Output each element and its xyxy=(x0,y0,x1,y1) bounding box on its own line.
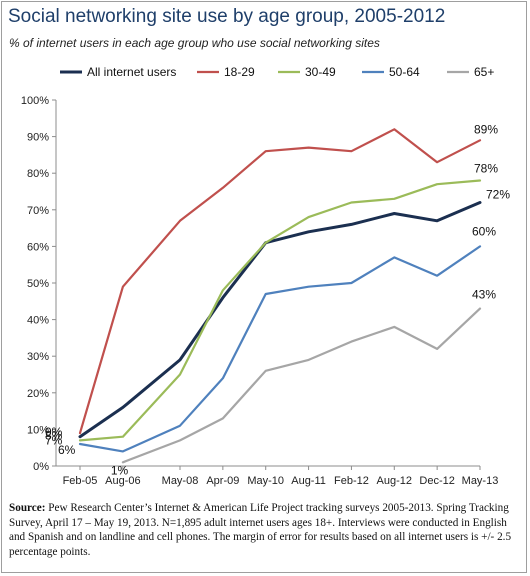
x-tick-label: Aug-12 xyxy=(377,475,412,487)
legend-label-4: 65+ xyxy=(474,65,494,79)
chart-subtitle: % of internet users in each age group wh… xyxy=(9,36,380,50)
x-tick-label: Feb-05 xyxy=(63,475,98,487)
data-label: 78% xyxy=(474,162,498,176)
data-label: 9% xyxy=(45,425,63,439)
source-note: Source: Pew Research Center’s Internet &… xyxy=(9,501,519,559)
y-tick-label: 60% xyxy=(27,241,49,253)
legend-label-2: 30-49 xyxy=(305,65,336,79)
x-tick-label: May-13 xyxy=(462,475,499,487)
y-tick-label: 50% xyxy=(27,278,49,290)
legend-label-0: All internet users xyxy=(87,65,176,79)
y-tick-label: 80% xyxy=(27,168,49,180)
legend-label-1: 18-29 xyxy=(224,65,255,79)
data-label: 43% xyxy=(472,288,496,302)
series-line-4 xyxy=(121,307,482,464)
data-label: 6% xyxy=(58,443,76,457)
data-label: 7% xyxy=(45,433,63,447)
data-label: 60% xyxy=(472,224,496,238)
y-tick-label: 0% xyxy=(33,461,49,473)
series-line-2 xyxy=(78,179,482,442)
y-tick-label: 90% xyxy=(27,132,49,144)
y-tick-label: 30% xyxy=(27,351,49,363)
x-tick-label: Aug-11 xyxy=(291,475,326,487)
y-tick-label: 100% xyxy=(21,95,49,107)
y-tick-label: 10% xyxy=(27,424,49,436)
chart-title: Social networking site use by age group,… xyxy=(8,6,446,27)
source-label: Source: xyxy=(9,502,46,514)
legend-label-3: 50-64 xyxy=(389,65,420,79)
series-line-0 xyxy=(78,201,482,439)
series-line-1 xyxy=(78,128,482,435)
x-tick-label: May-08 xyxy=(162,475,199,487)
source-text: Pew Research Center’s Internet & America… xyxy=(9,502,512,558)
y-tick-label: 20% xyxy=(27,388,49,400)
y-tick-label: 70% xyxy=(27,205,49,217)
x-tick-label: Apr-09 xyxy=(206,475,239,487)
x-tick-label: Aug-06 xyxy=(105,475,140,487)
x-tick-label: Dec-12 xyxy=(419,475,454,487)
y-tick-label: 40% xyxy=(27,315,49,327)
line-chart: 0% 10% 20% 30% 40% 50% 60% 70% 80% 90% 100% Feb-05 A… xyxy=(21,65,510,487)
data-label: 89% xyxy=(474,122,498,136)
data-label: 8% xyxy=(45,429,63,443)
x-tick-label: Feb-12 xyxy=(334,475,369,487)
data-label: 1% xyxy=(111,463,129,477)
x-tick-label: May-10 xyxy=(247,475,284,487)
series-line-3 xyxy=(78,245,482,453)
data-label: 72% xyxy=(486,187,510,201)
